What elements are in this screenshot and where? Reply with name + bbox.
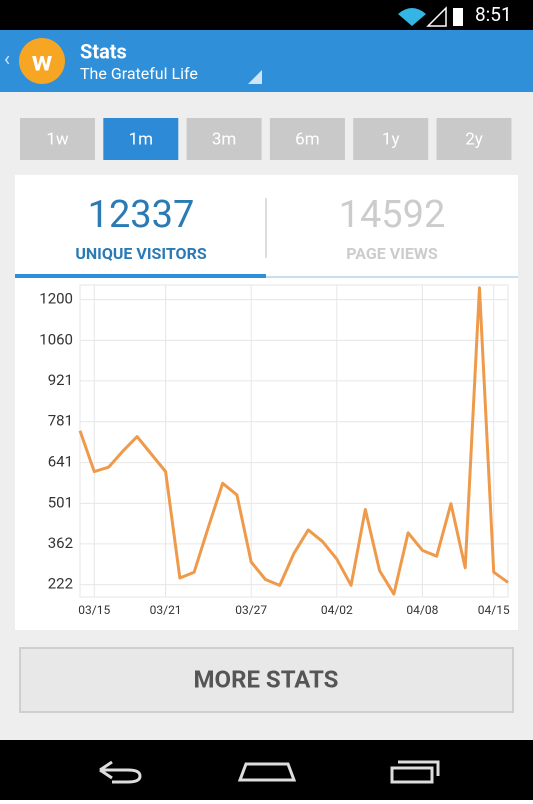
tab-label[interactable]: UNIQUE VISITORS	[75, 244, 206, 263]
app-logo-letter[interactable]: w	[32, 44, 53, 77]
x-tick-label: 04/08	[406, 603, 438, 617]
blog-name[interactable]: The Grateful Life	[80, 64, 198, 83]
period-button[interactable]	[353, 118, 429, 160]
back-arrow[interactable]: ‹	[4, 46, 10, 70]
y-tick-label: 921	[48, 371, 73, 389]
x-tick-label: 03/15	[78, 603, 110, 617]
status-bar	[0, 0, 533, 30]
y-tick-label: 1200	[39, 290, 73, 308]
y-tick-label: 781	[48, 412, 73, 430]
period-button[interactable]	[20, 118, 95, 160]
period-label[interactable]: 3m	[212, 129, 236, 149]
period-button[interactable]	[186, 118, 262, 160]
period-label[interactable]: 1m	[129, 129, 153, 149]
period-button[interactable]	[436, 118, 512, 160]
x-tick-label: 03/27	[235, 603, 267, 617]
chart: 222 362 501 641 781 921 1060 1200 03/15 03/21 03/2…	[39, 284, 510, 617]
screen-title: Stats	[80, 39, 127, 63]
button-background[interactable]	[19, 647, 514, 713]
period-button[interactable]	[269, 118, 345, 160]
period-label[interactable]: 1w	[46, 129, 69, 149]
signal-icon	[426, 6, 447, 27]
tab-indicator	[15, 274, 266, 278]
more-stats-button[interactable]: MORE STATS	[19, 647, 514, 713]
period-button[interactable]	[103, 118, 179, 160]
tab-underline	[266, 276, 518, 278]
nav-recents[interactable]	[390, 760, 440, 784]
back-button[interactable]: ‹ w	[4, 38, 65, 84]
period-label[interactable]: 6m	[295, 129, 319, 149]
period-label[interactable]: 1y	[382, 129, 400, 149]
y-tick-label: 1060	[39, 330, 73, 348]
y-tick-label: 501	[48, 493, 73, 511]
button-label[interactable]: MORE STATS	[194, 665, 339, 693]
tab-value[interactable]: 12337	[88, 193, 195, 237]
tab-value[interactable]: 14592	[339, 193, 446, 237]
tab-label[interactable]: PAGE VIEWS	[346, 244, 438, 263]
y-tick-label: 641	[48, 453, 73, 471]
action-bar	[0, 30, 533, 92]
y-tick-label: 362	[48, 534, 73, 552]
clock: 8:51	[475, 3, 512, 26]
x-tick-label: 04/15	[478, 603, 510, 617]
nav-back[interactable]	[99, 760, 142, 784]
nav-bar	[0, 740, 533, 800]
app-logo[interactable]	[19, 38, 65, 84]
x-tick-label: 03/21	[150, 603, 182, 617]
plot-area	[79, 284, 509, 598]
nav-home[interactable]	[237, 762, 297, 782]
period-selector: 1w 1m 3m 6m 1y 2y	[20, 118, 512, 160]
wifi-icon	[398, 8, 426, 26]
tabs: 12337 UNIQUE VISITORS 14592 PAGE VIEWS	[15, 193, 518, 278]
period-label[interactable]: 2y	[465, 129, 483, 149]
spinner-arrow	[248, 70, 262, 84]
data-line	[78, 286, 509, 596]
battery-icon	[453, 8, 463, 26]
y-tick-label: 222	[48, 575, 73, 593]
x-tick-label: 04/02	[321, 603, 353, 617]
